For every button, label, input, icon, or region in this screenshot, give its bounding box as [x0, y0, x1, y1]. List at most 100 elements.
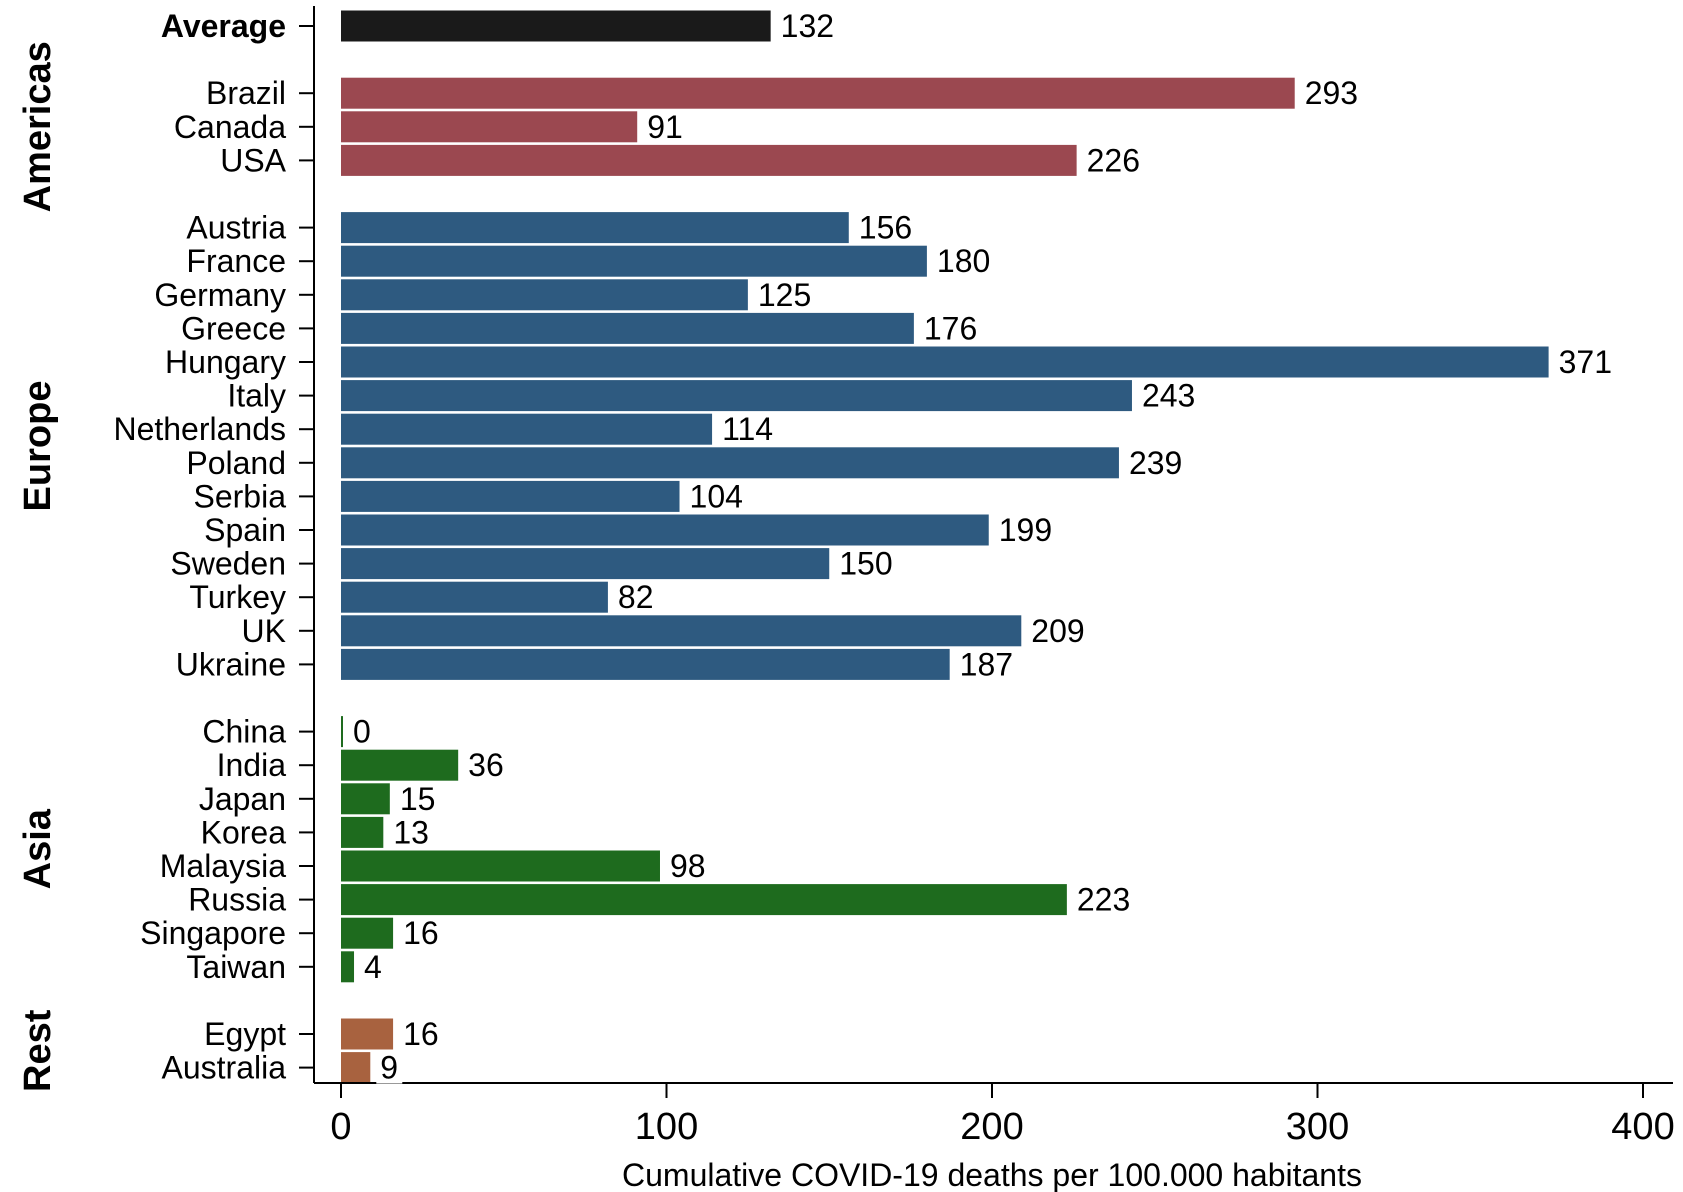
bar-europe-netherlands — [341, 413, 713, 445]
value-label-rest-egypt: 16 — [403, 1016, 439, 1052]
value-label-americas-canada: 91 — [647, 109, 683, 145]
value-label-bg-americas-usa — [1082, 144, 1145, 177]
value-label-europe-poland: 239 — [1129, 445, 1182, 481]
value-label-bg-europe-netherlands — [718, 413, 781, 446]
bar-asia-china — [341, 716, 343, 748]
value-label-europe-netherlands: 114 — [722, 411, 773, 447]
category-label-europe-france: France — [186, 243, 286, 279]
category-label-americas-canada: Canada — [174, 109, 286, 145]
value-label-europe-sweden: 150 — [839, 546, 892, 582]
value-label-bg-europe-france — [932, 245, 995, 278]
value-label-europe-greece: 176 — [924, 310, 977, 346]
bar-asia-malaysia — [341, 850, 660, 882]
group-label-rest: Rest — [17, 1009, 59, 1092]
category-label-asia-taiwan: Taiwan — [186, 949, 286, 985]
x-tick-label-400: 400 — [1611, 1106, 1674, 1148]
value-label-bg-asia-korea — [389, 816, 434, 849]
value-label-bg-asia-india — [464, 749, 509, 782]
category-label-asia-japan: Japan — [199, 781, 286, 817]
bar-europe-spain — [341, 514, 989, 546]
labels-layer: Average 132 Brazil 293 Canada 91 USA 226 America… — [17, 8, 1675, 1148]
value-label-bg-europe-uk — [1027, 614, 1090, 647]
value-label-asia-malaysia: 98 — [670, 848, 706, 884]
value-label-bg-asia-malaysia — [665, 850, 710, 882]
value-label-europe-serbia: 104 — [690, 478, 743, 514]
value-label-asia-india: 36 — [468, 747, 504, 783]
category-label-europe-uk: UK — [242, 613, 286, 649]
value-label-bg-asia-taiwan — [360, 950, 387, 983]
value-label-rest-australia: 9 — [380, 1050, 398, 1086]
value-label-asia-russia: 223 — [1077, 882, 1130, 918]
value-label-europe-france: 180 — [937, 243, 990, 279]
bar-asia-taiwan — [341, 951, 355, 983]
bar-asia-india — [341, 749, 459, 781]
category-label-asia-india: India — [217, 747, 287, 783]
value-label-bg-rest-egypt — [399, 1018, 444, 1050]
category-label-asia-malaysia: Malaysia — [160, 848, 286, 884]
value-label-americas-brazil: 293 — [1305, 75, 1358, 111]
bar-asia-singapore — [341, 917, 394, 949]
bar-asia-korea — [341, 816, 384, 848]
value-label-average-average: 132 — [781, 8, 834, 44]
category-label-europe-italy: Italy — [227, 378, 286, 414]
value-label-bg-americas-brazil — [1300, 77, 1363, 110]
category-label-europe-germany: Germany — [154, 277, 286, 313]
bars-layer — [341, 10, 1549, 1084]
value-label-bg-europe-italy — [1137, 379, 1200, 412]
bar-asia-russia — [341, 884, 1067, 916]
bar-europe-turkey — [341, 581, 608, 613]
value-label-bg-europe-greece — [919, 312, 982, 345]
category-label-americas-usa: USA — [220, 142, 286, 178]
x-axis-title: Cumulative COVID-19 deaths per 100.000 h… — [622, 1157, 1362, 1192]
value-label-asia-korea: 13 — [393, 814, 429, 850]
category-label-rest-egypt: Egypt — [204, 1016, 286, 1052]
value-label-bg-rest-australia — [376, 1051, 403, 1084]
category-label-europe-greece: Greece — [181, 310, 286, 346]
value-label-bg-europe-poland — [1124, 446, 1187, 479]
category-label-europe-spain: Spain — [204, 512, 286, 548]
bar-europe-poland — [341, 447, 1119, 479]
value-label-europe-spain: 199 — [999, 512, 1052, 548]
value-label-bg-asia-russia — [1072, 883, 1135, 916]
value-label-asia-china: 0 — [353, 714, 371, 750]
bar-rest-egypt — [341, 1018, 394, 1050]
value-label-bg-americas-canada — [643, 110, 688, 143]
category-label-europe-serbia: Serbia — [194, 478, 287, 514]
category-label-europe-poland: Poland — [186, 445, 286, 481]
category-label-asia-singapore: Singapore — [140, 915, 286, 951]
value-label-bg-average-average — [776, 10, 839, 42]
value-label-europe-germany: 125 — [758, 277, 811, 313]
value-label-europe-ukraine: 187 — [960, 646, 1013, 682]
bar-americas-usa — [341, 144, 1077, 176]
value-label-europe-austria: 156 — [859, 210, 912, 246]
value-label-bg-europe-sweden — [835, 547, 898, 580]
value-label-asia-japan: 15 — [400, 781, 436, 817]
value-label-bg-europe-serbia — [685, 480, 748, 513]
bar-europe-hungary — [341, 346, 1549, 378]
value-label-bg-europe-hungary — [1554, 346, 1617, 378]
category-label-europe-austria: Austria — [186, 210, 286, 246]
x-tick-label-100: 100 — [635, 1106, 698, 1148]
x-tick-label-0: 0 — [330, 1106, 351, 1148]
bar-americas-canada — [341, 111, 638, 143]
value-label-bg-europe-ukraine — [955, 648, 1018, 681]
bar-americas-brazil — [341, 77, 1295, 109]
value-label-bg-asia-singapore — [399, 917, 444, 950]
category-label-asia-russia: Russia — [188, 882, 286, 918]
bar-europe-austria — [341, 212, 849, 244]
value-label-europe-hungary: 371 — [1559, 344, 1612, 380]
value-label-europe-italy: 243 — [1142, 378, 1195, 414]
value-label-asia-singapore: 16 — [403, 915, 439, 951]
category-label-americas-brazil: Brazil — [206, 75, 286, 111]
category-label-asia-china: China — [202, 714, 286, 750]
bar-rest-australia — [341, 1052, 371, 1084]
value-label-bg-europe-germany — [753, 278, 816, 311]
category-label-rest-australia: Australia — [162, 1050, 287, 1086]
category-label-asia-korea: Korea — [201, 814, 287, 850]
x-tick-label-300: 300 — [1286, 1106, 1349, 1148]
bar-europe-italy — [341, 380, 1132, 412]
bar-europe-sweden — [341, 548, 830, 580]
value-label-asia-taiwan: 4 — [364, 949, 382, 985]
